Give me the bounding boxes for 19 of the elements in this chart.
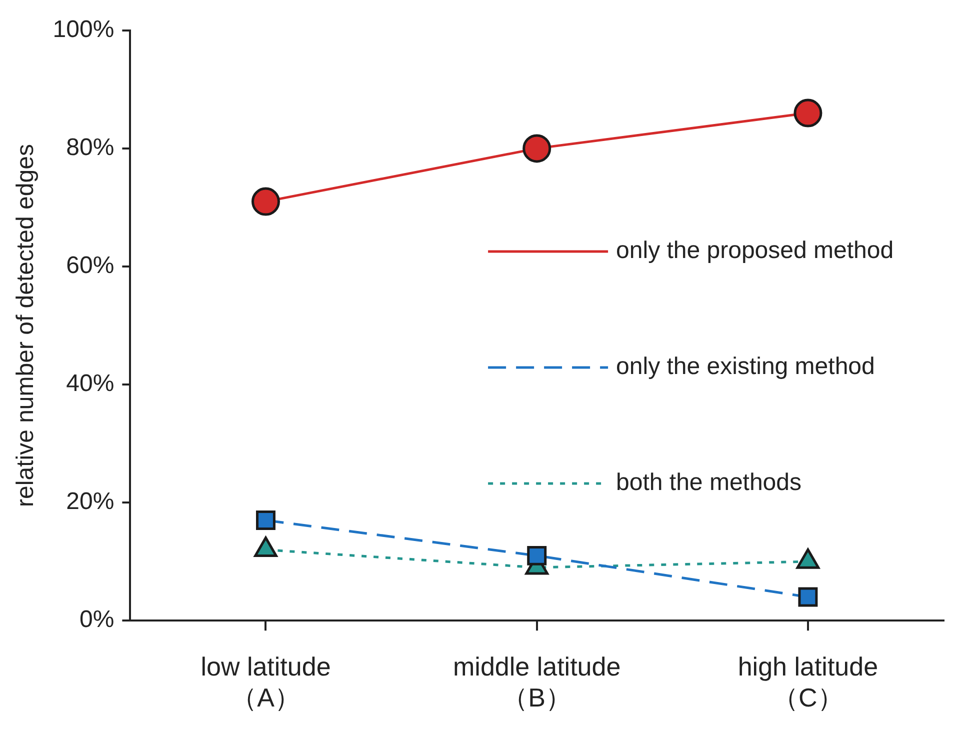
x-tick-label: middle latitude （B）: [453, 651, 621, 713]
point: [527, 546, 547, 566]
point: [794, 98, 822, 128]
point: [798, 587, 818, 607]
legend-label: only the proposed method: [616, 237, 894, 264]
y-tick-label: 40%: [66, 370, 114, 398]
point: [251, 187, 280, 216]
x-tick-label: low latitude （A）: [200, 651, 331, 713]
y-tick-label: 0%: [79, 606, 114, 634]
y-tick-label: 100%: [52, 16, 114, 44]
y-tick-label: 20%: [66, 488, 114, 516]
point: [522, 134, 552, 163]
legend-label: both the methods: [616, 469, 802, 496]
y-axis-title: relative number of detected edges: [12, 144, 40, 507]
y-tick-label: 80%: [66, 134, 114, 162]
y-tick-label: 60%: [66, 252, 114, 280]
x-tick-label: high latitude （C）: [738, 651, 878, 713]
legend-label: only the existing method: [616, 353, 875, 380]
point: [256, 510, 276, 530]
